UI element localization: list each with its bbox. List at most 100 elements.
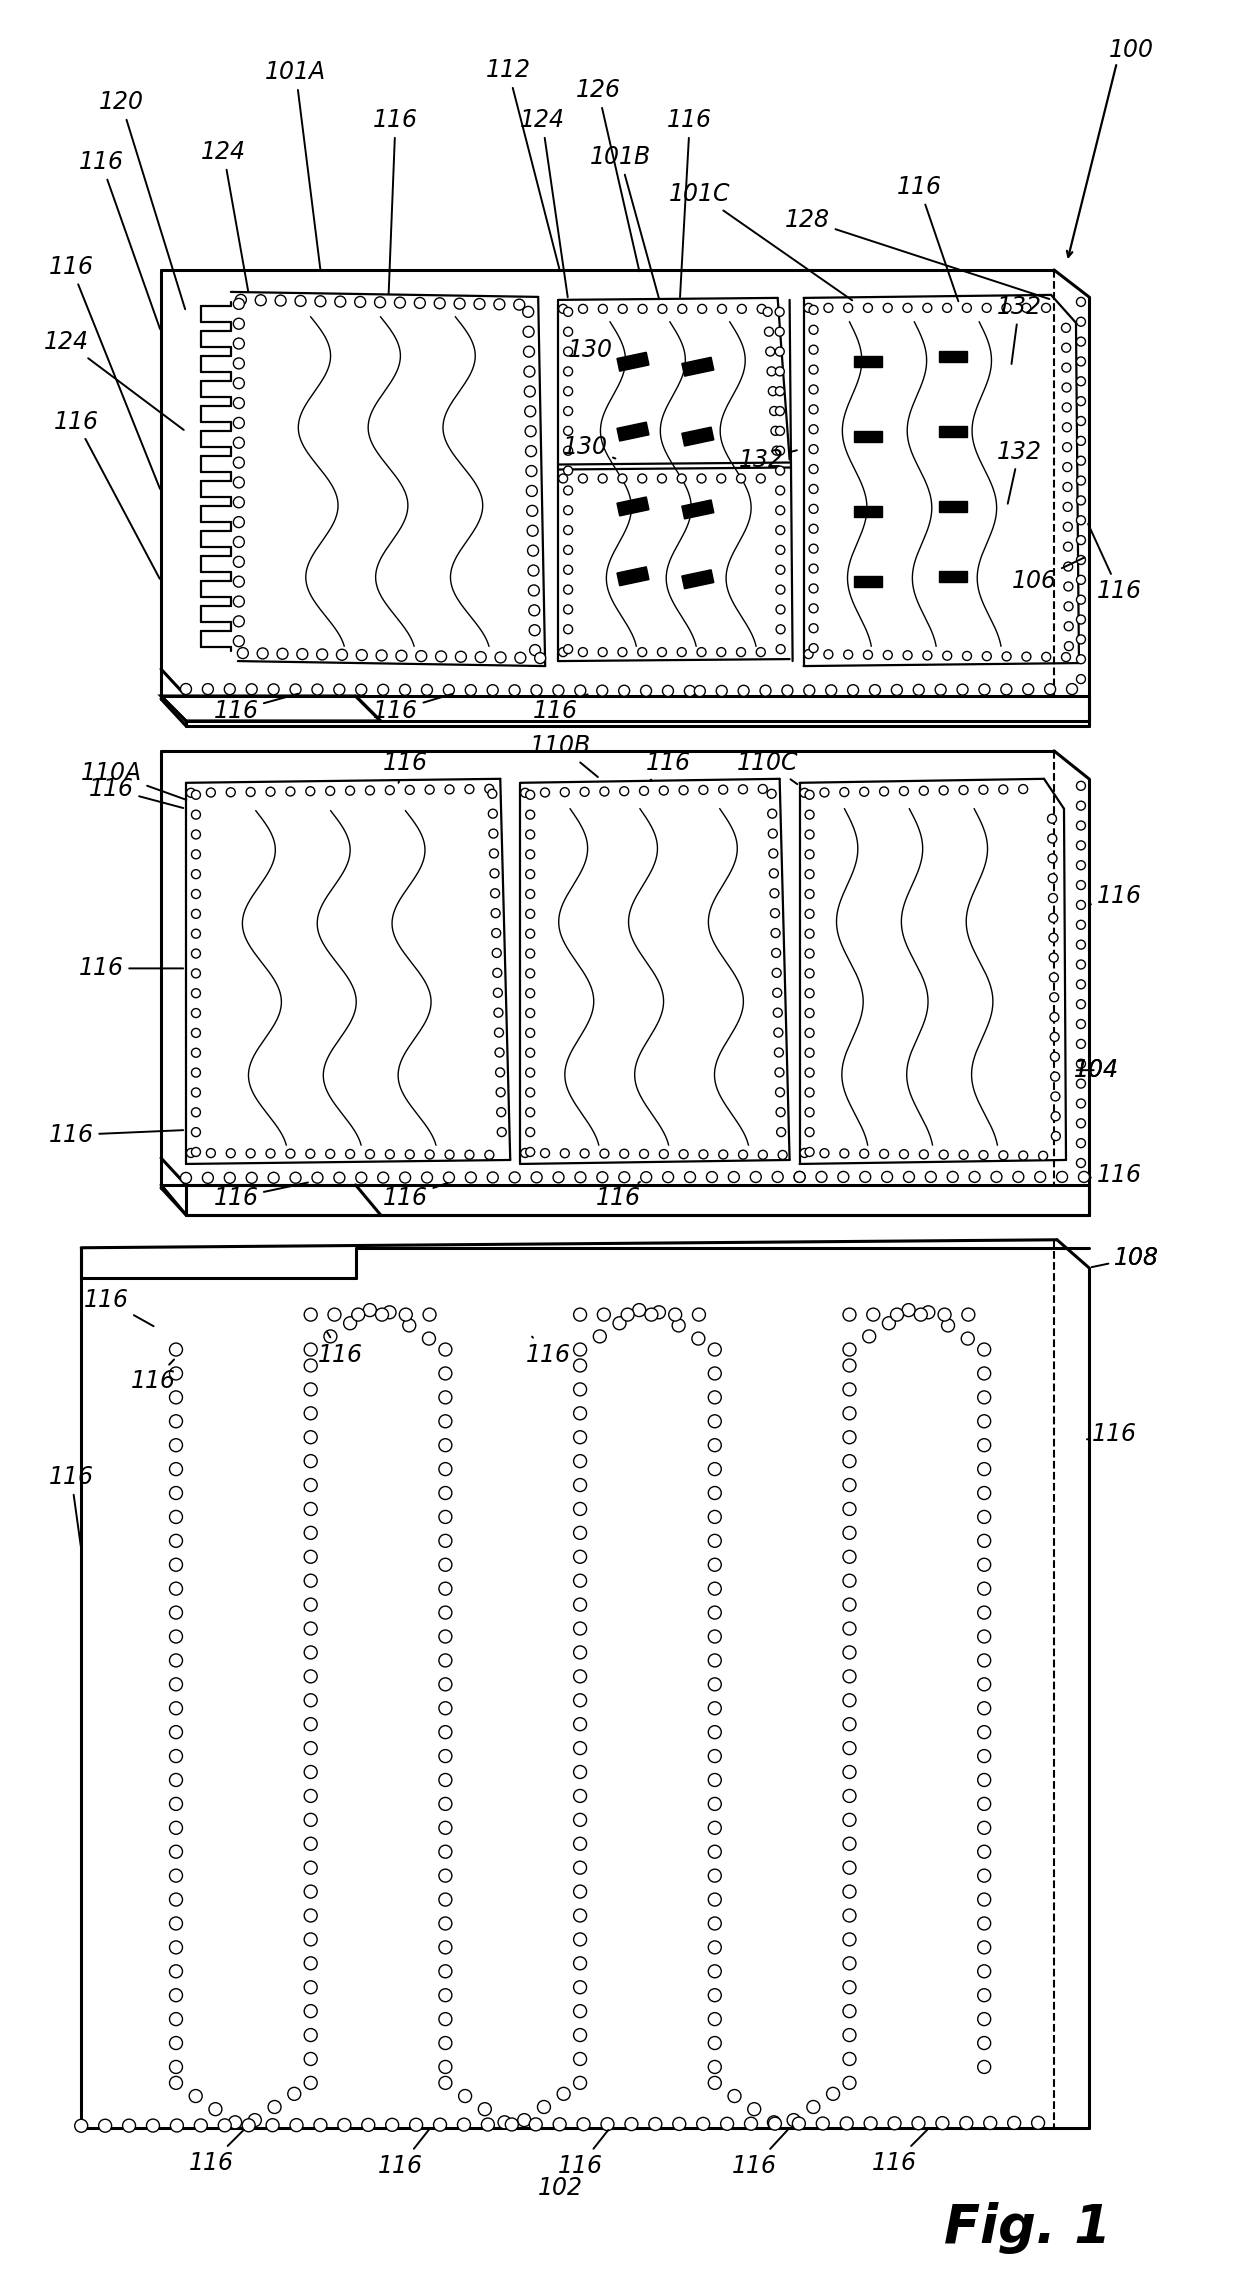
Circle shape — [904, 1171, 914, 1182]
Circle shape — [775, 446, 785, 455]
Circle shape — [454, 297, 465, 309]
Circle shape — [527, 544, 538, 556]
Circle shape — [708, 1868, 722, 1882]
Circle shape — [808, 325, 818, 334]
Circle shape — [1076, 1118, 1085, 1127]
Circle shape — [707, 1171, 718, 1182]
Circle shape — [439, 1798, 451, 1811]
Circle shape — [892, 684, 903, 695]
Circle shape — [805, 1107, 815, 1116]
Circle shape — [598, 1308, 610, 1322]
Circle shape — [942, 652, 951, 661]
Circle shape — [719, 784, 728, 794]
Circle shape — [807, 2099, 820, 2113]
Circle shape — [170, 1487, 182, 1500]
Circle shape — [737, 647, 745, 656]
Circle shape — [991, 1171, 1002, 1182]
Circle shape — [579, 304, 588, 313]
Circle shape — [708, 1464, 722, 1475]
Circle shape — [640, 1150, 649, 1160]
Circle shape — [434, 297, 445, 309]
Circle shape — [770, 407, 779, 416]
Circle shape — [496, 1089, 505, 1098]
Circle shape — [843, 1862, 856, 1873]
Circle shape — [564, 348, 573, 357]
Circle shape — [304, 1981, 317, 1994]
Circle shape — [526, 485, 537, 496]
Polygon shape — [854, 505, 883, 517]
Circle shape — [574, 1933, 587, 1946]
Circle shape — [820, 1148, 830, 1157]
Circle shape — [977, 1464, 991, 1475]
Circle shape — [191, 830, 201, 839]
Circle shape — [202, 1173, 213, 1182]
Circle shape — [529, 2118, 542, 2131]
Text: 124: 124 — [520, 107, 568, 297]
Circle shape — [304, 1358, 317, 1372]
Circle shape — [574, 1551, 587, 1564]
Circle shape — [491, 890, 500, 899]
Circle shape — [304, 1910, 317, 1921]
Circle shape — [574, 1862, 587, 1873]
Circle shape — [899, 787, 909, 796]
Circle shape — [233, 318, 244, 329]
Circle shape — [267, 2118, 279, 2131]
Circle shape — [708, 1990, 722, 2001]
Circle shape — [191, 890, 201, 899]
Circle shape — [808, 604, 818, 613]
Circle shape — [191, 970, 201, 979]
Circle shape — [808, 464, 818, 473]
Circle shape — [678, 304, 687, 313]
Circle shape — [304, 1621, 317, 1635]
Circle shape — [170, 2120, 184, 2131]
Circle shape — [439, 1894, 451, 1905]
Text: 116: 116 — [667, 107, 712, 297]
Text: 101C: 101C — [670, 183, 852, 300]
Circle shape — [574, 2029, 587, 2042]
Polygon shape — [854, 357, 883, 368]
Circle shape — [1064, 542, 1073, 551]
Circle shape — [1048, 874, 1058, 883]
Text: 116: 116 — [53, 409, 160, 579]
Text: 132: 132 — [997, 439, 1042, 503]
Text: 128: 128 — [785, 208, 1049, 300]
Circle shape — [1076, 1059, 1085, 1068]
Circle shape — [439, 1702, 451, 1715]
Circle shape — [641, 686, 651, 695]
Circle shape — [1076, 476, 1085, 485]
Circle shape — [574, 1670, 587, 1683]
Circle shape — [233, 457, 244, 469]
Circle shape — [1050, 1013, 1059, 1022]
Circle shape — [170, 1390, 182, 1404]
Circle shape — [559, 647, 568, 656]
Circle shape — [843, 1933, 856, 1946]
Circle shape — [228, 2115, 242, 2129]
Circle shape — [439, 1820, 451, 1834]
Circle shape — [843, 1480, 856, 1491]
Circle shape — [942, 304, 951, 313]
Circle shape — [823, 304, 833, 313]
Circle shape — [226, 1148, 236, 1157]
Text: 116: 116 — [373, 107, 418, 295]
Circle shape — [423, 1331, 435, 1345]
Circle shape — [775, 387, 785, 396]
Circle shape — [1076, 901, 1085, 910]
Circle shape — [1013, 1171, 1024, 1182]
Circle shape — [805, 791, 815, 798]
Circle shape — [843, 1455, 856, 1468]
Circle shape — [423, 1308, 436, 1322]
Circle shape — [439, 1990, 451, 2001]
Circle shape — [794, 1171, 805, 1182]
Circle shape — [304, 2051, 317, 2065]
Circle shape — [977, 1965, 991, 1978]
Circle shape — [191, 929, 201, 938]
Text: 104: 104 — [1074, 1059, 1118, 1082]
Circle shape — [324, 1331, 337, 1342]
Circle shape — [268, 2099, 281, 2113]
Circle shape — [290, 2118, 303, 2131]
Circle shape — [526, 791, 534, 798]
Circle shape — [939, 1150, 949, 1160]
Circle shape — [1063, 403, 1071, 412]
Circle shape — [574, 1958, 587, 1969]
Circle shape — [327, 1308, 341, 1322]
